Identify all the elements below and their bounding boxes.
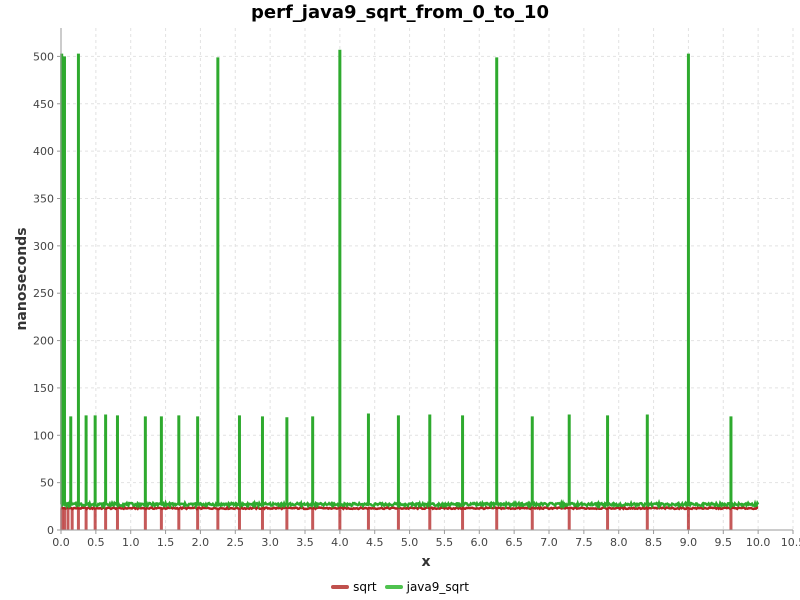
- series-java9-sqrt: [60, 49, 760, 510]
- y-tick-label: 250: [33, 287, 54, 300]
- y-axis-title: nanoseconds: [14, 227, 30, 330]
- x-tick-label: 8.5: [645, 536, 663, 549]
- legend-item-java9-sqrt: java9_sqrt: [384, 580, 469, 594]
- y-tick-label: 350: [33, 192, 54, 205]
- x-tick-label: 0.0: [52, 536, 70, 549]
- y-tick-label: 200: [33, 335, 54, 348]
- legend-label-sqrt: sqrt: [353, 580, 377, 594]
- x-tick-label: 7.0: [540, 536, 558, 549]
- y-tick-label: 100: [33, 429, 54, 442]
- x-tick-label: 4.0: [331, 536, 349, 549]
- legend-swatch-java9-sqrt: [384, 585, 403, 589]
- series-sqrt: [60, 505, 759, 530]
- x-tick-label: 6.0: [471, 536, 489, 549]
- x-tick-label: 1.5: [157, 536, 175, 549]
- legend-item-sqrt: sqrt: [331, 580, 377, 594]
- x-tick-label: 3.0: [261, 536, 279, 549]
- legend: sqrt java9_sqrt: [0, 580, 800, 594]
- x-tick-label: 8.0: [610, 536, 628, 549]
- x-tick-label: 10.5: [781, 536, 800, 549]
- chart-title: perf_java9_sqrt_from_0_to_10: [251, 2, 549, 23]
- legend-label-java9-sqrt: java9_sqrt: [406, 580, 469, 594]
- x-tick-label: 5.5: [436, 536, 454, 549]
- y-tick-label: 450: [33, 98, 54, 111]
- y-tick-label: 150: [33, 382, 54, 395]
- x-tick-label: 9.5: [715, 536, 733, 549]
- y-tick-label: 0: [47, 524, 54, 537]
- x-tick-label: 6.5: [505, 536, 523, 549]
- x-tick-label: 3.5: [296, 536, 314, 549]
- plot-area: [61, 28, 793, 530]
- x-tick-label: 5.0: [401, 536, 419, 549]
- x-tick-label: 7.5: [575, 536, 593, 549]
- x-tick-label: 9.0: [680, 536, 698, 549]
- x-axis-title: x: [421, 554, 430, 570]
- y-tick-label: 400: [33, 145, 54, 158]
- java9-sqrt-line: [60, 498, 760, 510]
- series-layer: [60, 49, 760, 530]
- x-tick-label: 10.0: [746, 536, 771, 549]
- x-tick-label: 4.5: [366, 536, 384, 549]
- legend-swatch-sqrt: [331, 585, 350, 589]
- grid: [61, 28, 794, 530]
- x-tick-label: 1.0: [122, 536, 140, 549]
- axes: 0.0 0.5 1.0 1.5 2.0 2.5 3.0 3.5 4.0 4.5 5.0 5.5 6.0 6…: [33, 28, 800, 549]
- sqrt-line: [60, 505, 759, 511]
- x-tick-label: 2.5: [227, 536, 245, 549]
- y-tick-label: 500: [33, 50, 54, 63]
- y-tick-label: 300: [33, 240, 54, 253]
- x-tick-label: 0.5: [87, 536, 105, 549]
- y-tick-label: 50: [40, 477, 54, 490]
- x-tick-label: 2.0: [192, 536, 210, 549]
